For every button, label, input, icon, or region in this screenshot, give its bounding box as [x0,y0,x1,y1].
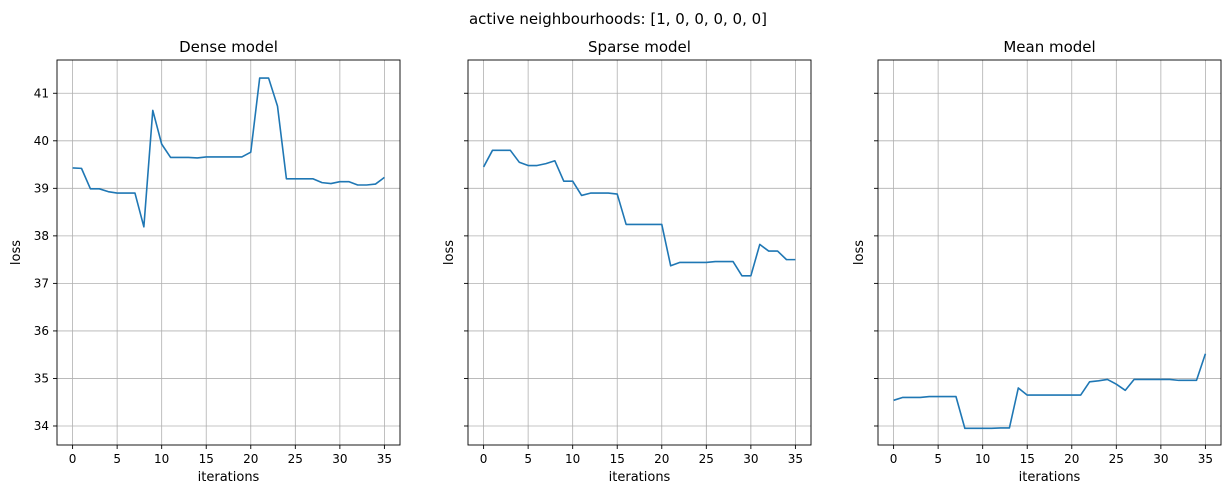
y-tick-label: 40 [34,134,49,148]
axes-frame [467,59,812,446]
y-tick-label: 39 [34,181,49,195]
subplot-1: 0 5 10 15 20 25 30 35 34 35 36 37 38 39 40 41 Dense mode… [9,38,401,485]
x-tick-label: 5 [113,452,121,466]
axes-frame [56,59,401,446]
x-tick-label: 0 [69,452,77,466]
x-tick-label: 5 [524,452,532,466]
y-axis-label: loss [9,240,24,265]
series-line [482,149,796,277]
x-axis-label: iterations [1019,470,1081,485]
y-tick-label: 38 [34,229,49,243]
y-tick-label: 36 [34,324,49,338]
x-tick-label: 30 [743,452,758,466]
x-tick-label: 30 [1153,452,1168,466]
x-tick-label: 0 [480,452,488,466]
x-axis-label: iterations [609,470,671,485]
x-tick-label: 0 [890,452,898,466]
x-tick-label: 25 [1109,452,1124,466]
x-tick-label: 30 [332,452,347,466]
y-axis-label: loss [852,240,867,265]
y-tick-label: 41 [34,86,49,100]
x-tick-label: 20 [243,452,258,466]
x-tick-label: 25 [288,452,303,466]
x-tick-label: 5 [934,452,942,466]
subplot-3: 0 5 10 15 20 25 30 35 Mean model iterations loss [852,38,1222,485]
subplot-title: Sparse model [588,38,691,56]
x-tick-label: 35 [1198,452,1213,466]
x-tick-label: 10 [975,452,990,466]
x-axis-label: iterations [198,470,260,485]
x-tick-label: 20 [1064,452,1079,466]
x-tick-label: 10 [154,452,169,466]
subplot-title: Mean model [1003,38,1095,56]
y-axis-label: loss [442,240,457,265]
x-tick-label: 20 [654,452,669,466]
x-tick-label: 25 [699,452,714,466]
axes-frame [877,59,1222,446]
y-tick-label: 35 [34,371,49,385]
subplot-title: Dense model [179,38,278,56]
x-tick-label: 35 [788,452,803,466]
figure-suptitle: active neighbourhoods: [1, 0, 0, 0, 0, 0… [469,10,767,28]
x-tick-label: 15 [199,452,214,466]
x-tick-label: 15 [1020,452,1035,466]
x-tick-label: 35 [377,452,392,466]
x-tick-label: 10 [565,452,580,466]
series-line [893,353,1207,430]
x-tick-label: 15 [610,452,625,466]
y-tick-label: 37 [34,276,49,290]
series-line [72,77,385,228]
subplot-2: 0 5 10 15 20 25 30 35 Sparse model iterations loss [442,38,812,485]
y-tick-label: 34 [34,419,49,433]
